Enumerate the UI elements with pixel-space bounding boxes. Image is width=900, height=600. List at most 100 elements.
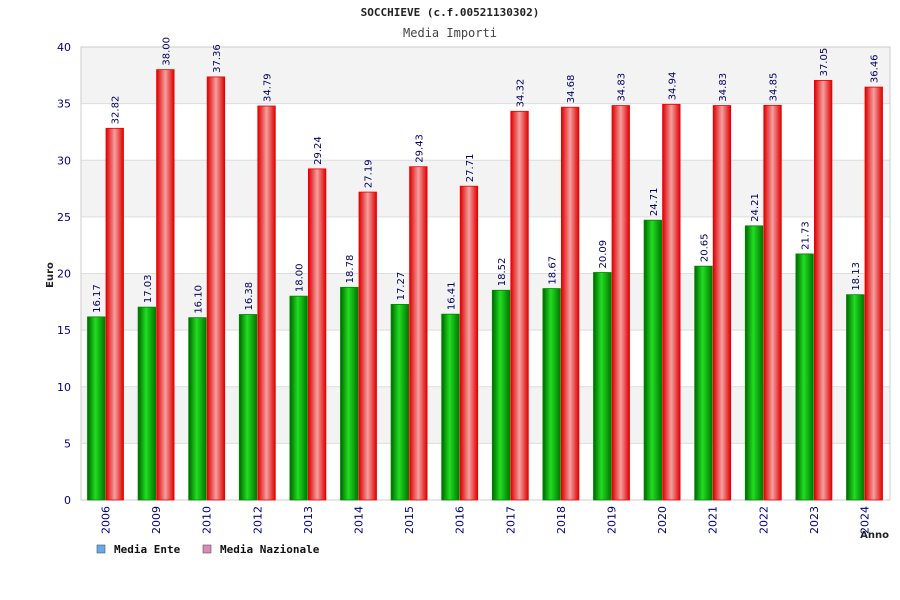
data-label: 18.52 bbox=[497, 258, 508, 287]
bar-media-ente bbox=[744, 225, 764, 501]
bar-media-ente bbox=[846, 294, 865, 501]
bar-media-ente bbox=[87, 316, 106, 501]
data-label: 18.13 bbox=[851, 262, 862, 291]
y-tick-label: 10 bbox=[57, 381, 71, 394]
bar-media-nazionale bbox=[712, 105, 732, 501]
data-label: 32.82 bbox=[111, 96, 122, 125]
data-label: 16.10 bbox=[193, 285, 204, 314]
bar-media-ente bbox=[340, 286, 359, 501]
data-label: 37.36 bbox=[212, 44, 223, 73]
data-label: 29.43 bbox=[414, 134, 425, 163]
bar-media-ente bbox=[289, 295, 308, 501]
legend-label: Media Ente bbox=[114, 543, 181, 556]
x-tick-label: 2018 bbox=[555, 506, 568, 534]
data-label: 16.41 bbox=[446, 282, 457, 311]
bar-media-nazionale bbox=[814, 80, 833, 501]
data-label: 34.94 bbox=[667, 72, 678, 101]
y-axis-label: Euro bbox=[45, 262, 56, 288]
bar-media-ente bbox=[491, 289, 511, 501]
y-tick-label: 40 bbox=[57, 41, 71, 54]
data-label: 34.83 bbox=[718, 73, 729, 102]
data-label: 18.00 bbox=[295, 264, 306, 293]
data-label: 29.24 bbox=[313, 136, 324, 165]
x-tick-label: 2016 bbox=[454, 506, 467, 534]
data-label: 24.21 bbox=[750, 193, 761, 222]
bar-media-nazionale bbox=[561, 106, 580, 501]
x-tick-label: 2017 bbox=[504, 506, 517, 534]
x-axis-ticks: 2006 2009 2010 2012 2013 2014 2015 2016 2017 2018… bbox=[100, 506, 872, 534]
data-label: 36.46 bbox=[870, 54, 881, 83]
data-label: 18.78 bbox=[345, 255, 356, 284]
bars: 16.17 32.82 17.03 38.00 16.10 37.36 16.38 34.79… bbox=[87, 37, 883, 501]
bar-media-nazionale bbox=[409, 166, 428, 501]
y-tick-label: 5 bbox=[64, 437, 71, 450]
x-tick-label: 2023 bbox=[808, 506, 821, 534]
y-axis-ticks: 0 5 10 15 20 25 30 35 40 bbox=[57, 41, 71, 507]
bar-media-nazionale bbox=[206, 76, 226, 501]
bar-media-nazionale bbox=[864, 86, 883, 501]
y-tick-label: 15 bbox=[57, 324, 71, 337]
bar-media-ente bbox=[390, 304, 410, 501]
data-label: 17.03 bbox=[143, 274, 154, 303]
data-label: 37.05 bbox=[819, 48, 830, 77]
y-tick-label: 35 bbox=[57, 98, 71, 111]
data-label: 24.71 bbox=[649, 188, 660, 217]
legend-label: Media Nazionale bbox=[220, 543, 320, 556]
bar-media-ente bbox=[238, 314, 258, 501]
x-tick-label: 2013 bbox=[302, 506, 315, 534]
data-label: 16.38 bbox=[244, 282, 255, 311]
bar-media-ente bbox=[795, 253, 814, 501]
y-tick-label: 20 bbox=[57, 268, 71, 281]
bar-media-nazionale bbox=[611, 105, 630, 501]
bar-media-nazionale bbox=[156, 69, 175, 501]
bar-media-nazionale bbox=[358, 191, 377, 501]
bar-media-nazionale bbox=[307, 168, 327, 501]
x-tick-label: 2021 bbox=[707, 506, 720, 534]
bar-media-ente bbox=[694, 265, 713, 501]
data-label: 17.27 bbox=[396, 272, 407, 301]
x-tick-label: 2015 bbox=[403, 506, 416, 534]
data-label: 27.71 bbox=[465, 154, 476, 183]
x-tick-label: 2006 bbox=[100, 506, 113, 534]
legend: Media Ente Media Nazionale bbox=[96, 543, 320, 556]
data-label: 18.67 bbox=[548, 256, 559, 285]
x-tick-label: 2010 bbox=[201, 506, 214, 534]
data-label: 34.79 bbox=[263, 73, 274, 102]
data-label: 16.17 bbox=[92, 284, 103, 313]
data-label: 21.73 bbox=[801, 221, 812, 250]
bar-media-ente bbox=[643, 219, 662, 501]
bar-media-nazionale bbox=[459, 185, 479, 501]
plot-border bbox=[80, 46, 891, 501]
legend-swatch bbox=[202, 544, 212, 554]
bar-media-ente bbox=[137, 306, 157, 501]
data-label: 34.83 bbox=[617, 73, 628, 102]
y-tick-label: 0 bbox=[64, 494, 71, 507]
data-label: 20.65 bbox=[699, 233, 710, 262]
bar-media-nazionale bbox=[763, 104, 782, 501]
y-tick-label: 30 bbox=[57, 154, 71, 167]
chart-subtitle: Media Importi bbox=[403, 26, 497, 40]
bar-media-ente bbox=[542, 288, 561, 501]
data-label: 34.32 bbox=[516, 79, 527, 108]
bar-media-nazionale bbox=[662, 103, 681, 501]
chart-title: SOCCHIEVE (c.f.00521130302) bbox=[361, 6, 540, 19]
x-tick-label: 2009 bbox=[150, 506, 163, 534]
bar-media-nazionale bbox=[105, 127, 124, 501]
bar-media-ente bbox=[188, 317, 207, 501]
bar-media-nazionale bbox=[257, 105, 276, 501]
x-tick-label: 2020 bbox=[656, 506, 669, 534]
legend-swatch bbox=[96, 544, 106, 554]
x-axis-label: Anno bbox=[860, 530, 889, 541]
x-tick-label: 2012 bbox=[251, 506, 264, 534]
bar-media-ente bbox=[441, 313, 460, 501]
bar-media-ente bbox=[593, 272, 612, 501]
data-label: 20.09 bbox=[598, 240, 609, 269]
data-label: 38.00 bbox=[161, 37, 172, 66]
data-label: 27.19 bbox=[364, 159, 375, 188]
data-label: 34.85 bbox=[769, 73, 780, 102]
data-label: 34.68 bbox=[566, 75, 577, 104]
x-tick-label: 2014 bbox=[353, 506, 366, 534]
x-tick-label: 2022 bbox=[757, 506, 770, 534]
x-tick-label: 2024 bbox=[859, 506, 872, 534]
